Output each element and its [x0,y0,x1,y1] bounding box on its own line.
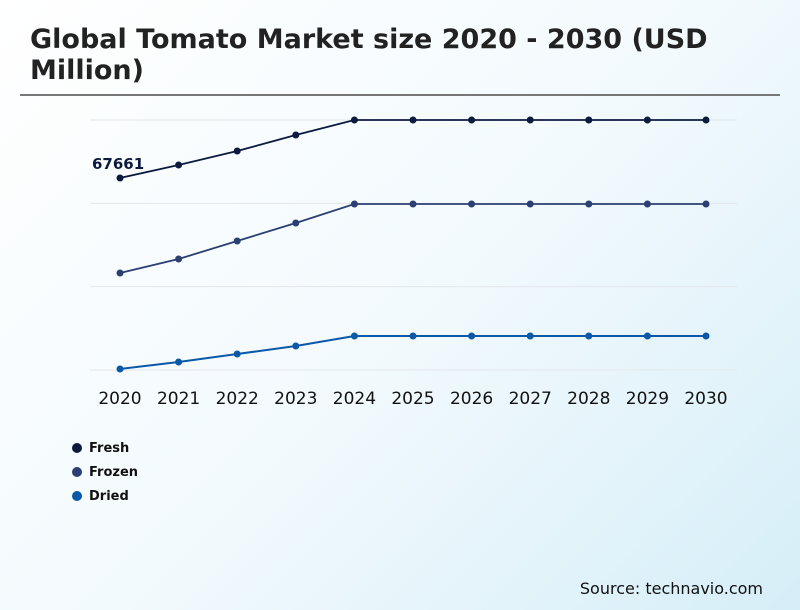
data-point-frozen [643,200,651,208]
x-tick-label: 2023 [274,389,317,409]
data-point-dried [702,332,710,340]
x-tick-label: 2030 [684,389,727,409]
x-tick-label: 2026 [450,389,493,409]
x-tick-label: 2027 [509,389,552,409]
data-point-frozen [350,200,358,208]
legend-label: Fresh [89,440,130,456]
series-line-frozen [119,203,706,274]
chart-title: Global Tomato Market size 2020 - 2030 (U… [30,24,708,86]
legend-label: Dried [89,488,129,504]
data-point-frozen [585,200,593,208]
data-point-fresh [292,131,300,139]
data-point-dried [233,350,241,358]
title-divider [20,94,780,96]
data-point-fresh [702,116,710,124]
data-point-dried [175,358,183,366]
data-point-fresh [643,116,651,124]
legend-marker-icon [72,491,82,501]
data-point-fresh [526,116,534,124]
data-point-fresh [175,161,183,169]
series-line-fresh [119,119,706,179]
source-label: Source: technavio.com [579,579,763,598]
data-point-dried [116,365,124,373]
legend-marker-icon [72,443,82,453]
data-point-frozen [409,200,417,208]
data-point-frozen [116,269,124,277]
legend-marker-icon [72,467,82,477]
data-point-frozen [468,200,476,208]
data-point-dried [526,332,534,340]
data-point-dried [468,332,476,340]
data-point-frozen [175,255,183,263]
data-point-dried [350,332,358,340]
series-line-dried [119,334,706,370]
data-point-frozen [233,237,241,245]
legend-item-frozen: Frozen [72,460,138,484]
legend-label: Frozen [89,464,139,480]
data-point-fresh [468,116,476,124]
x-tick-label: 2024 [333,389,376,409]
data-point-fresh [116,174,124,182]
data-point-fresh [409,116,417,124]
data-point-frozen [702,200,710,208]
data-point-fresh [233,147,241,155]
data-point-fresh [585,116,593,124]
x-tick-label: 2025 [391,389,434,409]
x-tick-label: 2021 [157,389,200,409]
data-label: 67661 [92,155,144,173]
legend-item-fresh: Fresh [72,436,138,460]
legend-item-dried: Dried [72,484,138,508]
x-tick-label: 2020 [98,389,141,409]
data-point-fresh [350,116,358,124]
legend: Fresh Frozen Dried [72,436,138,508]
data-point-dried [643,332,651,340]
data-point-dried [409,332,417,340]
x-tick-label: 2028 [567,389,610,409]
x-tick-label: 2029 [626,389,669,409]
data-point-frozen [292,219,300,227]
data-point-frozen [526,200,534,208]
data-point-dried [585,332,593,340]
data-point-dried [292,342,300,350]
x-tick-label: 2022 [216,389,259,409]
